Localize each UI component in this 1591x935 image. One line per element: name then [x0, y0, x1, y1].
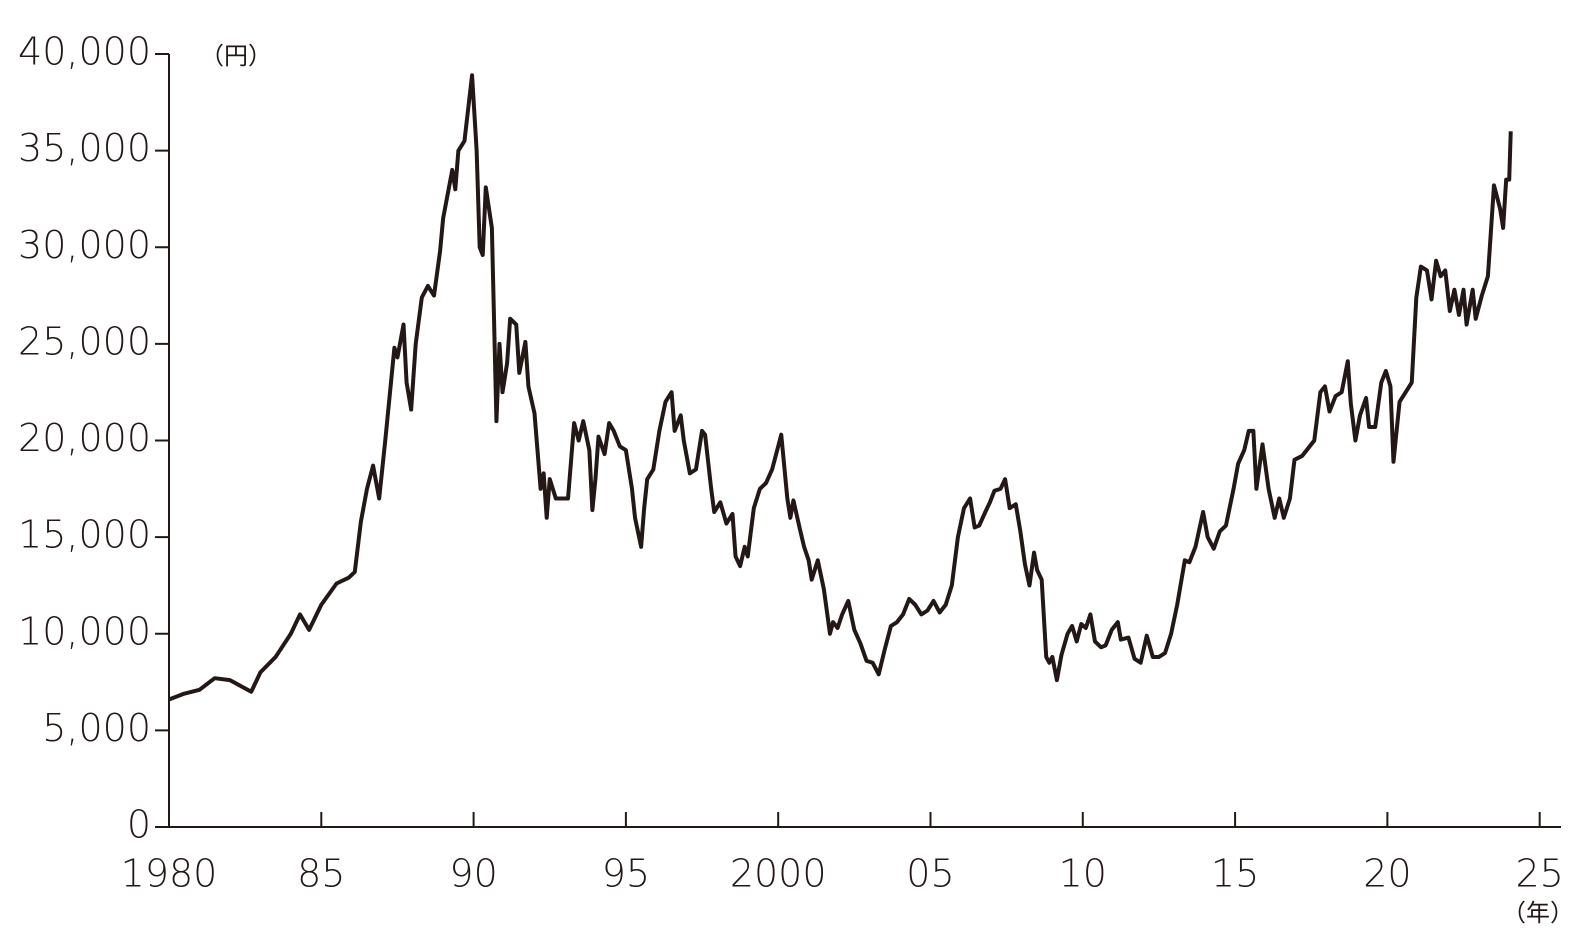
- data-line: [168, 73, 1513, 702]
- y-tick-label: 10,000: [18, 609, 151, 653]
- y-tick-label: 0: [127, 803, 151, 847]
- x-tick-label: 10: [1059, 852, 1107, 896]
- x-unit: （年）: [1502, 899, 1574, 927]
- y-tick-label: 5,000: [42, 706, 151, 750]
- x-tick-label: 25: [1515, 852, 1563, 896]
- x-tick-label: 2000: [730, 852, 827, 896]
- y-tick-label: 15,000: [18, 513, 151, 557]
- x-tick-label: 90: [449, 852, 497, 896]
- y-tick-label: 20,000: [18, 416, 151, 460]
- y-tick-label: 35,000: [18, 126, 151, 170]
- x-tick-label: 85: [297, 852, 345, 896]
- x-tick-label: 95: [602, 852, 650, 896]
- x-tick-label: 15: [1211, 852, 1259, 896]
- x-tick-label: 1980: [121, 852, 218, 896]
- y-tick-label: 40,000: [18, 30, 151, 74]
- y-tick-label: 30,000: [18, 223, 151, 267]
- y-tick-label: 25,000: [18, 319, 151, 363]
- y-unit: （円）: [200, 42, 272, 70]
- x-tick-label: 05: [906, 852, 954, 896]
- x-tick-label: 20: [1363, 852, 1411, 896]
